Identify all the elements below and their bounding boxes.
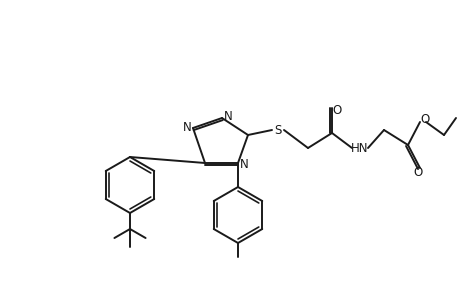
Text: N: N <box>239 158 248 170</box>
Text: N: N <box>182 121 191 134</box>
Text: O: O <box>413 167 422 179</box>
Text: HN: HN <box>351 142 368 154</box>
Text: O: O <box>420 112 429 125</box>
Text: O: O <box>332 103 341 116</box>
Text: N: N <box>223 110 232 122</box>
Text: S: S <box>274 124 281 136</box>
